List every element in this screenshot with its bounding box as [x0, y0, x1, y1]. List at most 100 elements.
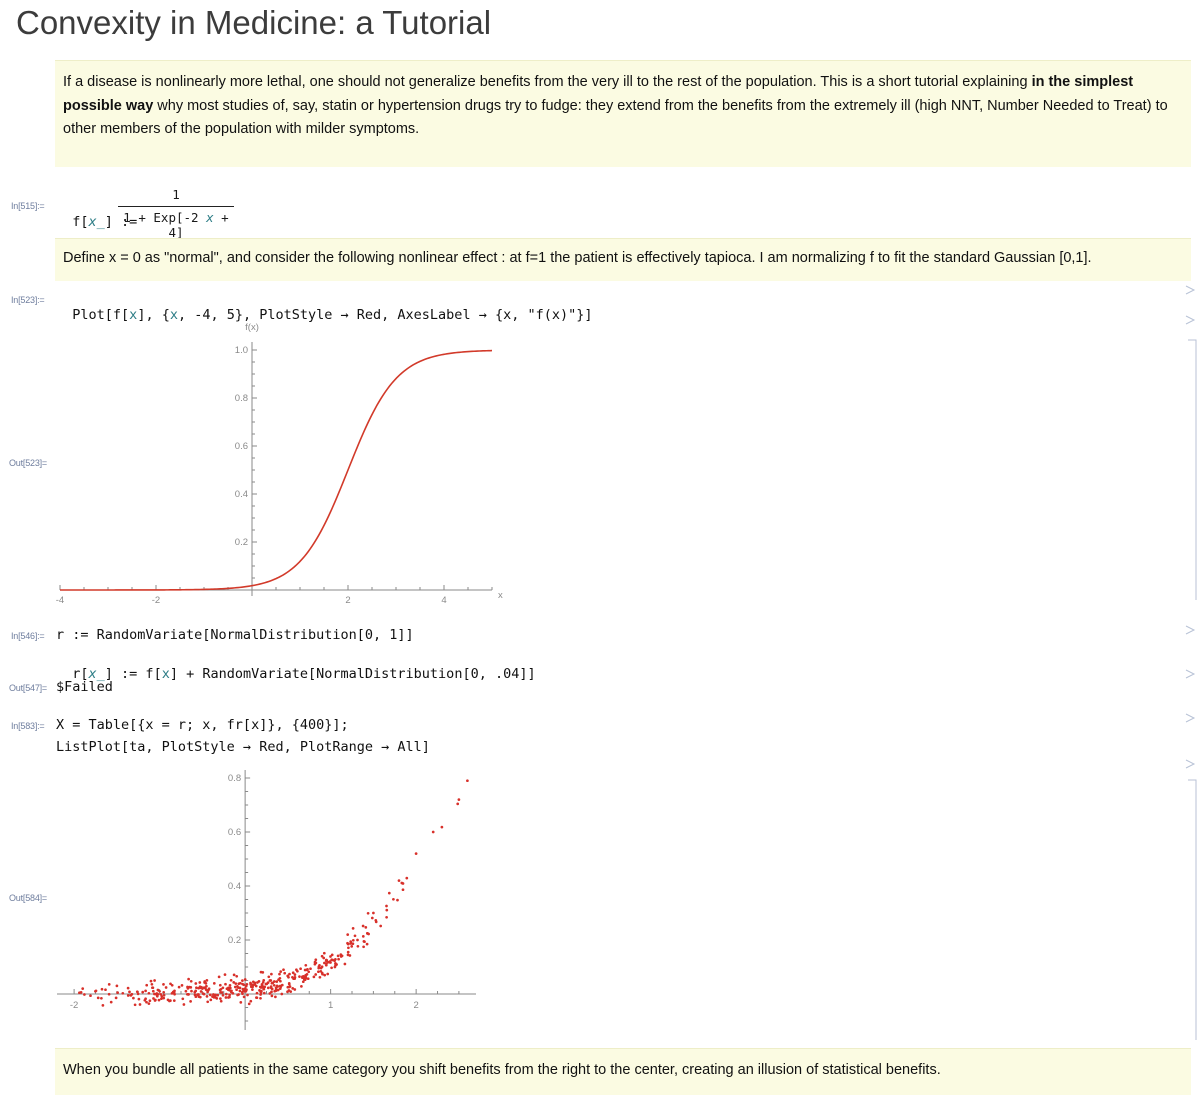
scatter-point — [199, 990, 203, 993]
scatter-point — [196, 993, 200, 997]
cell-label-in583: In[583]:= — [11, 721, 45, 731]
scatter-point — [116, 991, 119, 994]
scatter-point — [205, 995, 209, 998]
scatter-point — [251, 988, 254, 991]
scatter-point — [350, 945, 354, 948]
scatter-point — [255, 996, 259, 1000]
scatter-point — [372, 911, 375, 915]
scatter-point — [323, 973, 327, 977]
scatter-point — [268, 992, 272, 995]
scatter-point — [160, 994, 164, 998]
code-listplot-line[interactable]: ListPlot[ta, PlotStyle → Red, PlotRange … — [56, 739, 430, 755]
code-random-line1[interactable]: r := RandomVariate[NormalDistribution[0,… — [56, 627, 414, 643]
scatter-point — [246, 993, 249, 997]
scatter-point — [162, 996, 166, 1000]
scatter-point — [279, 970, 283, 973]
code-c2: ], { — [137, 307, 170, 323]
scatter-point — [157, 998, 161, 1002]
scatter-point — [227, 996, 230, 999]
scatter-point — [323, 961, 326, 965]
scatter-point — [317, 965, 321, 968]
scatter-point — [320, 965, 324, 969]
scatter-point — [330, 953, 334, 957]
cell-label-out523: Out[523]= — [9, 458, 47, 468]
scatter-point — [149, 979, 153, 983]
scatter-point — [155, 994, 159, 998]
note-text-cell[interactable]: Define x = 0 as "normal", and consider t… — [55, 238, 1191, 281]
scatter-point — [397, 879, 401, 882]
scatter-point — [272, 980, 276, 983]
scatter-point — [466, 779, 469, 783]
scatter-point — [361, 924, 365, 928]
scatter-point — [374, 918, 378, 922]
scatter-point — [145, 983, 149, 987]
scatter-point — [182, 1003, 186, 1006]
scatter-point — [83, 993, 86, 996]
scatter-point — [148, 999, 152, 1003]
scatter-point — [367, 932, 370, 936]
scatter-point — [239, 1001, 243, 1004]
code-lhs-var: x_ — [88, 214, 105, 230]
scatter-point — [405, 876, 409, 880]
scatter-point — [314, 958, 318, 962]
scatter-point — [257, 980, 261, 983]
code-l2var: x_ — [88, 666, 105, 682]
scatter-point — [287, 981, 291, 985]
scatter-point — [325, 962, 328, 965]
scatter-point — [162, 990, 166, 994]
scatter-point — [243, 978, 247, 981]
scatter-point — [147, 1002, 151, 1005]
scatter-point — [136, 992, 140, 996]
scatter-point — [275, 980, 279, 983]
scatter-point — [312, 975, 316, 979]
scatter-point — [223, 973, 227, 976]
x-tick-label: 2 — [413, 1000, 418, 1011]
scatter-point — [330, 966, 333, 970]
scatter-point — [228, 984, 232, 987]
scatter-point — [235, 974, 239, 978]
code-v2: x — [169, 307, 178, 323]
scatter-point — [177, 985, 181, 989]
scatter-point — [206, 1000, 210, 1004]
scatter-point — [247, 1002, 251, 1006]
code-random-line2[interactable]: r[x_] := f[x] + RandomVariate[NormalDist… — [56, 650, 535, 682]
scatter-point — [233, 985, 237, 989]
code-c3: , -4, 5}, PlotStyle → Red, AxesLabel → {… — [177, 307, 593, 323]
scatter-point — [109, 1000, 113, 1004]
scatter-point — [145, 1000, 148, 1004]
scatter-point — [293, 973, 297, 976]
intro-text-cell[interactable]: If a disease is nonlinearly more lethal,… — [55, 60, 1191, 167]
scatter-point — [194, 995, 198, 999]
scatter-point — [144, 989, 147, 993]
scatter-point — [203, 981, 206, 984]
scatter-point — [180, 984, 184, 987]
scatter-point — [189, 1000, 192, 1003]
code-plot-command[interactable]: Plot[f[x], {x, -4, 5}, PlotStyle → Red, … — [56, 291, 592, 323]
scatter-point — [278, 972, 281, 976]
scatter-point — [346, 933, 350, 936]
x-tick-label: 4 — [441, 595, 446, 606]
scatter-point — [363, 940, 366, 944]
scatter-point — [301, 980, 305, 984]
scatter-point — [266, 986, 270, 990]
scatter-point — [275, 984, 279, 988]
scatter-point — [326, 972, 330, 976]
scatter-point — [208, 993, 212, 997]
scatter-point — [262, 987, 266, 991]
scatter-point — [251, 985, 254, 989]
scatter-point — [251, 980, 255, 984]
scatter-point — [318, 975, 322, 979]
scatter-point — [349, 940, 353, 943]
scatter-point — [288, 972, 291, 976]
fraction-numerator: 1 — [172, 187, 180, 202]
scatter-point — [364, 926, 368, 929]
code-table-line[interactable]: X = Table[{x = r; x, fr[x]}, {400}]; — [56, 717, 349, 733]
scatter-point — [138, 1003, 142, 1006]
summary-text-cell[interactable]: When you bundle all patients in the same… — [55, 1048, 1191, 1095]
scatter-point — [151, 989, 155, 993]
code-function-definition[interactable]: f[x_] := — [56, 198, 137, 230]
output-failed: $Failed — [56, 679, 113, 695]
scatter-point — [255, 991, 259, 995]
